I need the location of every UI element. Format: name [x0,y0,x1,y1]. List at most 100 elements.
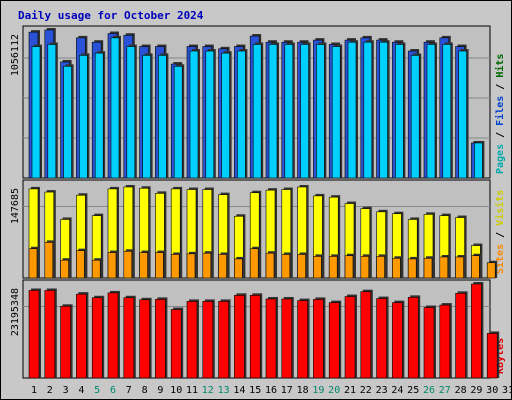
panel-top: 1056112 Pages / Files / Hits [10,25,506,179]
x-tick-day-4: 4 [78,385,84,396]
x-tick-day-7: 7 [126,385,132,396]
x-axis-tick-labels: 1 2 3 4 5 6 7 8 9 10 11 12 13 14 15 16 17 18 19 20 21 22 23 24 2… [31,385,512,396]
bar-sites-day-12 [202,252,212,279]
bar-kbytes-day-5 [91,297,103,379]
bar-sites-day-4 [76,250,85,279]
bar-files-day-4 [79,55,88,179]
x-tick-day-16: 16 [265,385,277,396]
y-max-label-top: 1056112 [10,34,21,76]
bar-sites-day-23 [376,256,385,279]
bar-sites-day-3 [60,259,69,279]
bar-kbytes-day-1 [28,290,40,379]
x-tick-day-3: 3 [63,385,69,396]
bar-sites-day-27 [439,256,449,279]
bar-sites-day-16 [265,252,275,279]
bar-sites-day-1 [28,248,38,279]
bar-sites-day-15 [249,248,259,279]
bar-sites-day-13 [218,254,227,279]
x-tick-day-13: 13 [218,385,230,396]
x-tick-day-2: 2 [47,385,53,396]
legend-entry: Hits [494,54,506,78]
bar-sites-day-2 [44,242,54,279]
bar-kbytes-day-6 [107,292,119,379]
bar-sites-day-29 [471,255,480,279]
x-tick-day-6: 6 [110,385,116,396]
bar-sites-day-19 [313,256,322,279]
bar-files-day-13 [221,52,230,179]
bar-kbytes-day-18 [297,300,308,379]
x-tick-day-21: 21 [344,385,356,396]
bar-kbytes-day-27 [439,304,451,379]
legend-entry: / [495,78,506,96]
bar-files-day-10 [173,66,183,179]
bar-files-day-21 [347,41,357,179]
bar-kbytes-day-24 [392,302,403,379]
x-tick-day-10: 10 [170,385,182,396]
bar-kbytes-day-16 [265,298,277,379]
bar-kbytes-day-8 [139,299,150,379]
bar-files-day-20 [331,46,341,179]
x-tick-day-1: 1 [31,385,37,396]
y-max-label-mid: 147685 [10,188,21,224]
x-tick-day-31: 31 [502,385,512,396]
x-tick-day-26: 26 [423,385,435,396]
bar-files-day-16 [268,44,278,179]
x-tick-day-28: 28 [455,385,467,396]
bar-files-day-8 [142,55,151,179]
legend-entry: KBytes [495,338,506,374]
x-tick-day-8: 8 [142,385,148,396]
bar-kbytes-day-2 [44,290,56,379]
bar-files-day-6 [110,37,120,179]
bar-kbytes-day-14 [234,295,245,379]
legend-top: Pages / Files / Hits [494,54,506,174]
x-tick-day-30: 30 [486,385,498,396]
bar-kbytes-day-19 [313,299,324,379]
x-tick-day-11: 11 [186,385,198,396]
bar-files-day-27 [442,44,452,179]
bar-sites-day-22 [360,256,370,279]
bar-sites-day-18 [297,254,306,279]
x-tick-day-9: 9 [157,385,163,396]
legend-entry: / [495,226,506,244]
bar-sites-day-6 [107,252,117,279]
bar-files-day-12 [205,50,215,179]
legend-entry: Files [494,96,506,126]
bar-kbytes-day-29 [471,283,482,379]
bar-files-day-29 [474,142,483,179]
bar-kbytes-day-22 [360,291,372,379]
bar-kbytes-day-11 [186,301,198,379]
bar-sites-day-25 [407,258,417,279]
bar-kbytes-day-12 [202,301,214,379]
bar-sites-day-20 [328,256,338,279]
bar-kbytes-day-21 [344,296,356,379]
bar-sites-day-8 [139,252,148,279]
x-tick-day-20: 20 [328,385,340,396]
bar-files-day-7 [126,46,136,179]
panel-bot: 23195348 KBytes [10,279,506,379]
bar-kbytes-day-20 [328,302,340,379]
bar-files-day-11 [189,50,199,179]
chart-title: Daily usage for October 2024 [18,9,204,22]
bar-sites-day-5 [91,259,101,279]
x-tick-day-22: 22 [360,385,372,396]
bar-kbytes-day-25 [407,297,419,379]
bar-kbytes-day-3 [60,305,71,379]
x-tick-day-15: 15 [249,385,261,396]
bar-kbytes-day-4 [76,293,87,379]
bar-sites-day-17 [281,254,291,279]
bar-kbytes-day-26 [423,307,435,379]
x-tick-day-23: 23 [376,385,388,396]
x-tick-day-12: 12 [202,385,214,396]
bar-files-day-3 [63,66,72,179]
legend-entry: Pages [495,144,506,174]
x-tick-day-25: 25 [407,385,419,396]
bar-sites-day-11 [186,253,196,279]
x-tick-day-24: 24 [391,385,403,396]
bar-files-day-17 [284,44,294,179]
x-tick-day-18: 18 [297,385,309,396]
bar-files-day-2 [47,44,57,179]
bar-sites-day-24 [392,257,401,279]
